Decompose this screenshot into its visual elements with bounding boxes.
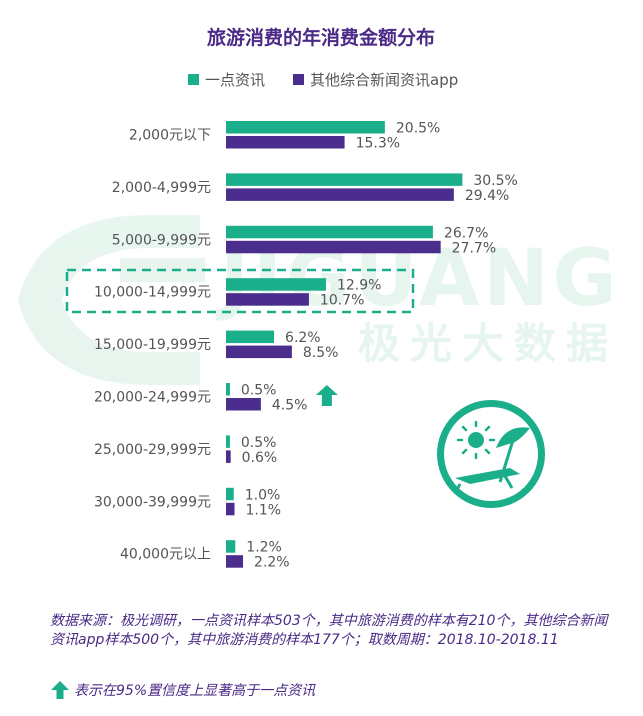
value-label-series-1: 6.2% xyxy=(285,330,321,346)
category-label: 25,000-29,999元 xyxy=(94,442,211,458)
value-label-series-2: 10.7% xyxy=(320,293,364,309)
up-arrow-icon xyxy=(51,681,69,699)
value-label-series-1: 1.0% xyxy=(245,487,281,503)
bar-series-2 xyxy=(226,136,345,149)
value-label-series-2: 2.2% xyxy=(254,555,290,571)
value-label-series-1: 1.2% xyxy=(246,540,282,556)
value-label-series-2: 1.1% xyxy=(246,502,282,518)
bar-series-2 xyxy=(226,398,261,411)
bar-series-1 xyxy=(226,383,230,396)
bar-series-1 xyxy=(226,173,463,186)
value-label-series-1: 20.5% xyxy=(396,121,440,137)
value-label-series-2: 8.5% xyxy=(303,345,339,361)
bar-series-1 xyxy=(226,435,230,448)
bar-series-2 xyxy=(226,555,244,568)
bar-series-1 xyxy=(226,330,275,344)
source-note: 数据来源：极光调研，一点资讯样本503个，其中旅游消费的样本有210个，其他综合… xyxy=(50,613,608,648)
bar-series-1 xyxy=(226,278,326,291)
bar-series-2 xyxy=(226,502,235,516)
value-label-series-1: 12.9% xyxy=(337,278,381,294)
legend-label-series-1: 一点资讯 xyxy=(205,71,265,89)
bars: 2,000元以下 20.5%15.3% 2,000-4,999元 30.5%29.4%… xyxy=(94,121,518,571)
value-label-series-1: 26.7% xyxy=(444,225,488,241)
category-label: 30,000-39,999元 xyxy=(94,494,211,510)
value-label-series-1: 30.5% xyxy=(473,173,517,189)
value-label-series-1: 0.5% xyxy=(241,383,277,399)
bar-series-2 xyxy=(226,240,441,254)
highlight-box xyxy=(65,268,415,314)
value-label-series-2: 15.3% xyxy=(356,136,400,152)
bar-series-2 xyxy=(226,345,292,359)
beach-umbrella-icon xyxy=(437,400,545,508)
category-label: 2,000元以下 xyxy=(129,128,211,144)
legend-swatch-series-2 xyxy=(293,74,304,85)
value-label-series-2: 29.4% xyxy=(465,188,509,204)
significance-arrow-icon xyxy=(315,385,338,406)
category-label: 5,000-9,999元 xyxy=(112,232,211,248)
bar-series-2 xyxy=(226,188,454,201)
bar-series-1 xyxy=(226,225,433,239)
legend-swatch-series-1 xyxy=(188,74,199,85)
bar-series-1 xyxy=(226,540,236,553)
value-label-series-2: 27.7% xyxy=(452,240,496,256)
category-label: 15,000-19,999元 xyxy=(94,337,211,353)
bar-series-2 xyxy=(226,293,309,306)
category-label: 2,000-4,999元 xyxy=(112,180,211,196)
bar-series-1 xyxy=(226,487,234,501)
category-label: 20,000-24,999元 xyxy=(94,390,211,406)
watermark-cn-text: 极光大数据 xyxy=(358,319,618,368)
bar-series-1 xyxy=(226,121,385,134)
value-label-series-2: 4.5% xyxy=(272,398,308,414)
chart-title: 旅游消费的年消费金额分布 xyxy=(207,26,435,49)
value-label-series-2: 0.6% xyxy=(242,450,278,466)
legend: 一点资讯 其他综合新闻资讯app xyxy=(188,71,458,89)
category-label: 10,000-14,999元 xyxy=(94,285,211,301)
legend-label-series-2: 其他综合新闻资讯app xyxy=(310,71,458,89)
category-label: 40,000元以上 xyxy=(120,547,211,563)
value-label-series-1: 0.5% xyxy=(241,435,277,451)
significance-note: 表示在95%置信度上显著高于一点资讯 xyxy=(74,683,316,699)
bar-series-2 xyxy=(226,450,231,463)
